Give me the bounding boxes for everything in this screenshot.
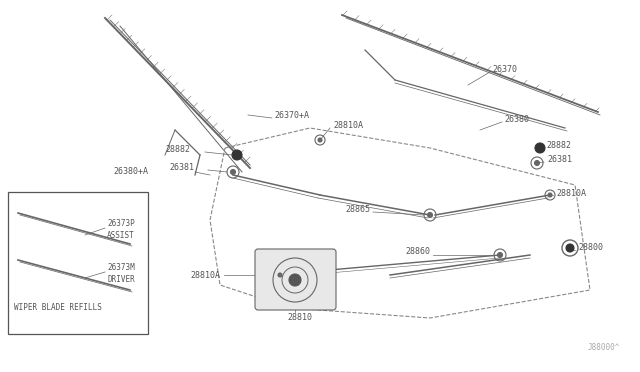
Circle shape [230, 170, 236, 174]
Circle shape [566, 244, 574, 252]
Text: 26370+A: 26370+A [274, 110, 309, 119]
Text: 26373P: 26373P [107, 219, 135, 228]
Text: 26381: 26381 [547, 155, 572, 164]
Text: 28810A: 28810A [556, 189, 586, 198]
Text: J88000^: J88000^ [588, 343, 620, 352]
Text: DRIVER: DRIVER [107, 276, 135, 285]
Text: 28800: 28800 [578, 244, 603, 253]
Text: 26380+A: 26380+A [113, 167, 148, 176]
Circle shape [548, 193, 552, 197]
Text: 26373M: 26373M [107, 263, 135, 273]
Circle shape [497, 253, 502, 257]
Bar [8, 192, 148, 334]
Text: 26380: 26380 [504, 115, 529, 125]
Text: 28810A: 28810A [190, 270, 220, 279]
Circle shape [232, 150, 242, 160]
Text: 26381: 26381 [169, 164, 194, 173]
Text: 28865: 28865 [345, 205, 370, 215]
Text: 28882: 28882 [165, 145, 190, 154]
Text: 28860: 28860 [405, 247, 430, 257]
Text: 28882: 28882 [546, 141, 571, 150]
Circle shape [535, 143, 545, 153]
Text: WIPER BLADE REFILLS: WIPER BLADE REFILLS [14, 304, 102, 312]
Circle shape [534, 160, 540, 166]
Text: 26370: 26370 [492, 65, 517, 74]
Text: 28810A: 28810A [333, 121, 363, 129]
Circle shape [318, 138, 322, 142]
Text: ASSIST: ASSIST [107, 231, 135, 241]
Circle shape [428, 212, 433, 218]
Text: 28810: 28810 [287, 314, 312, 323]
Circle shape [289, 274, 301, 286]
FancyBboxPatch shape [255, 249, 336, 310]
Circle shape [278, 273, 282, 277]
